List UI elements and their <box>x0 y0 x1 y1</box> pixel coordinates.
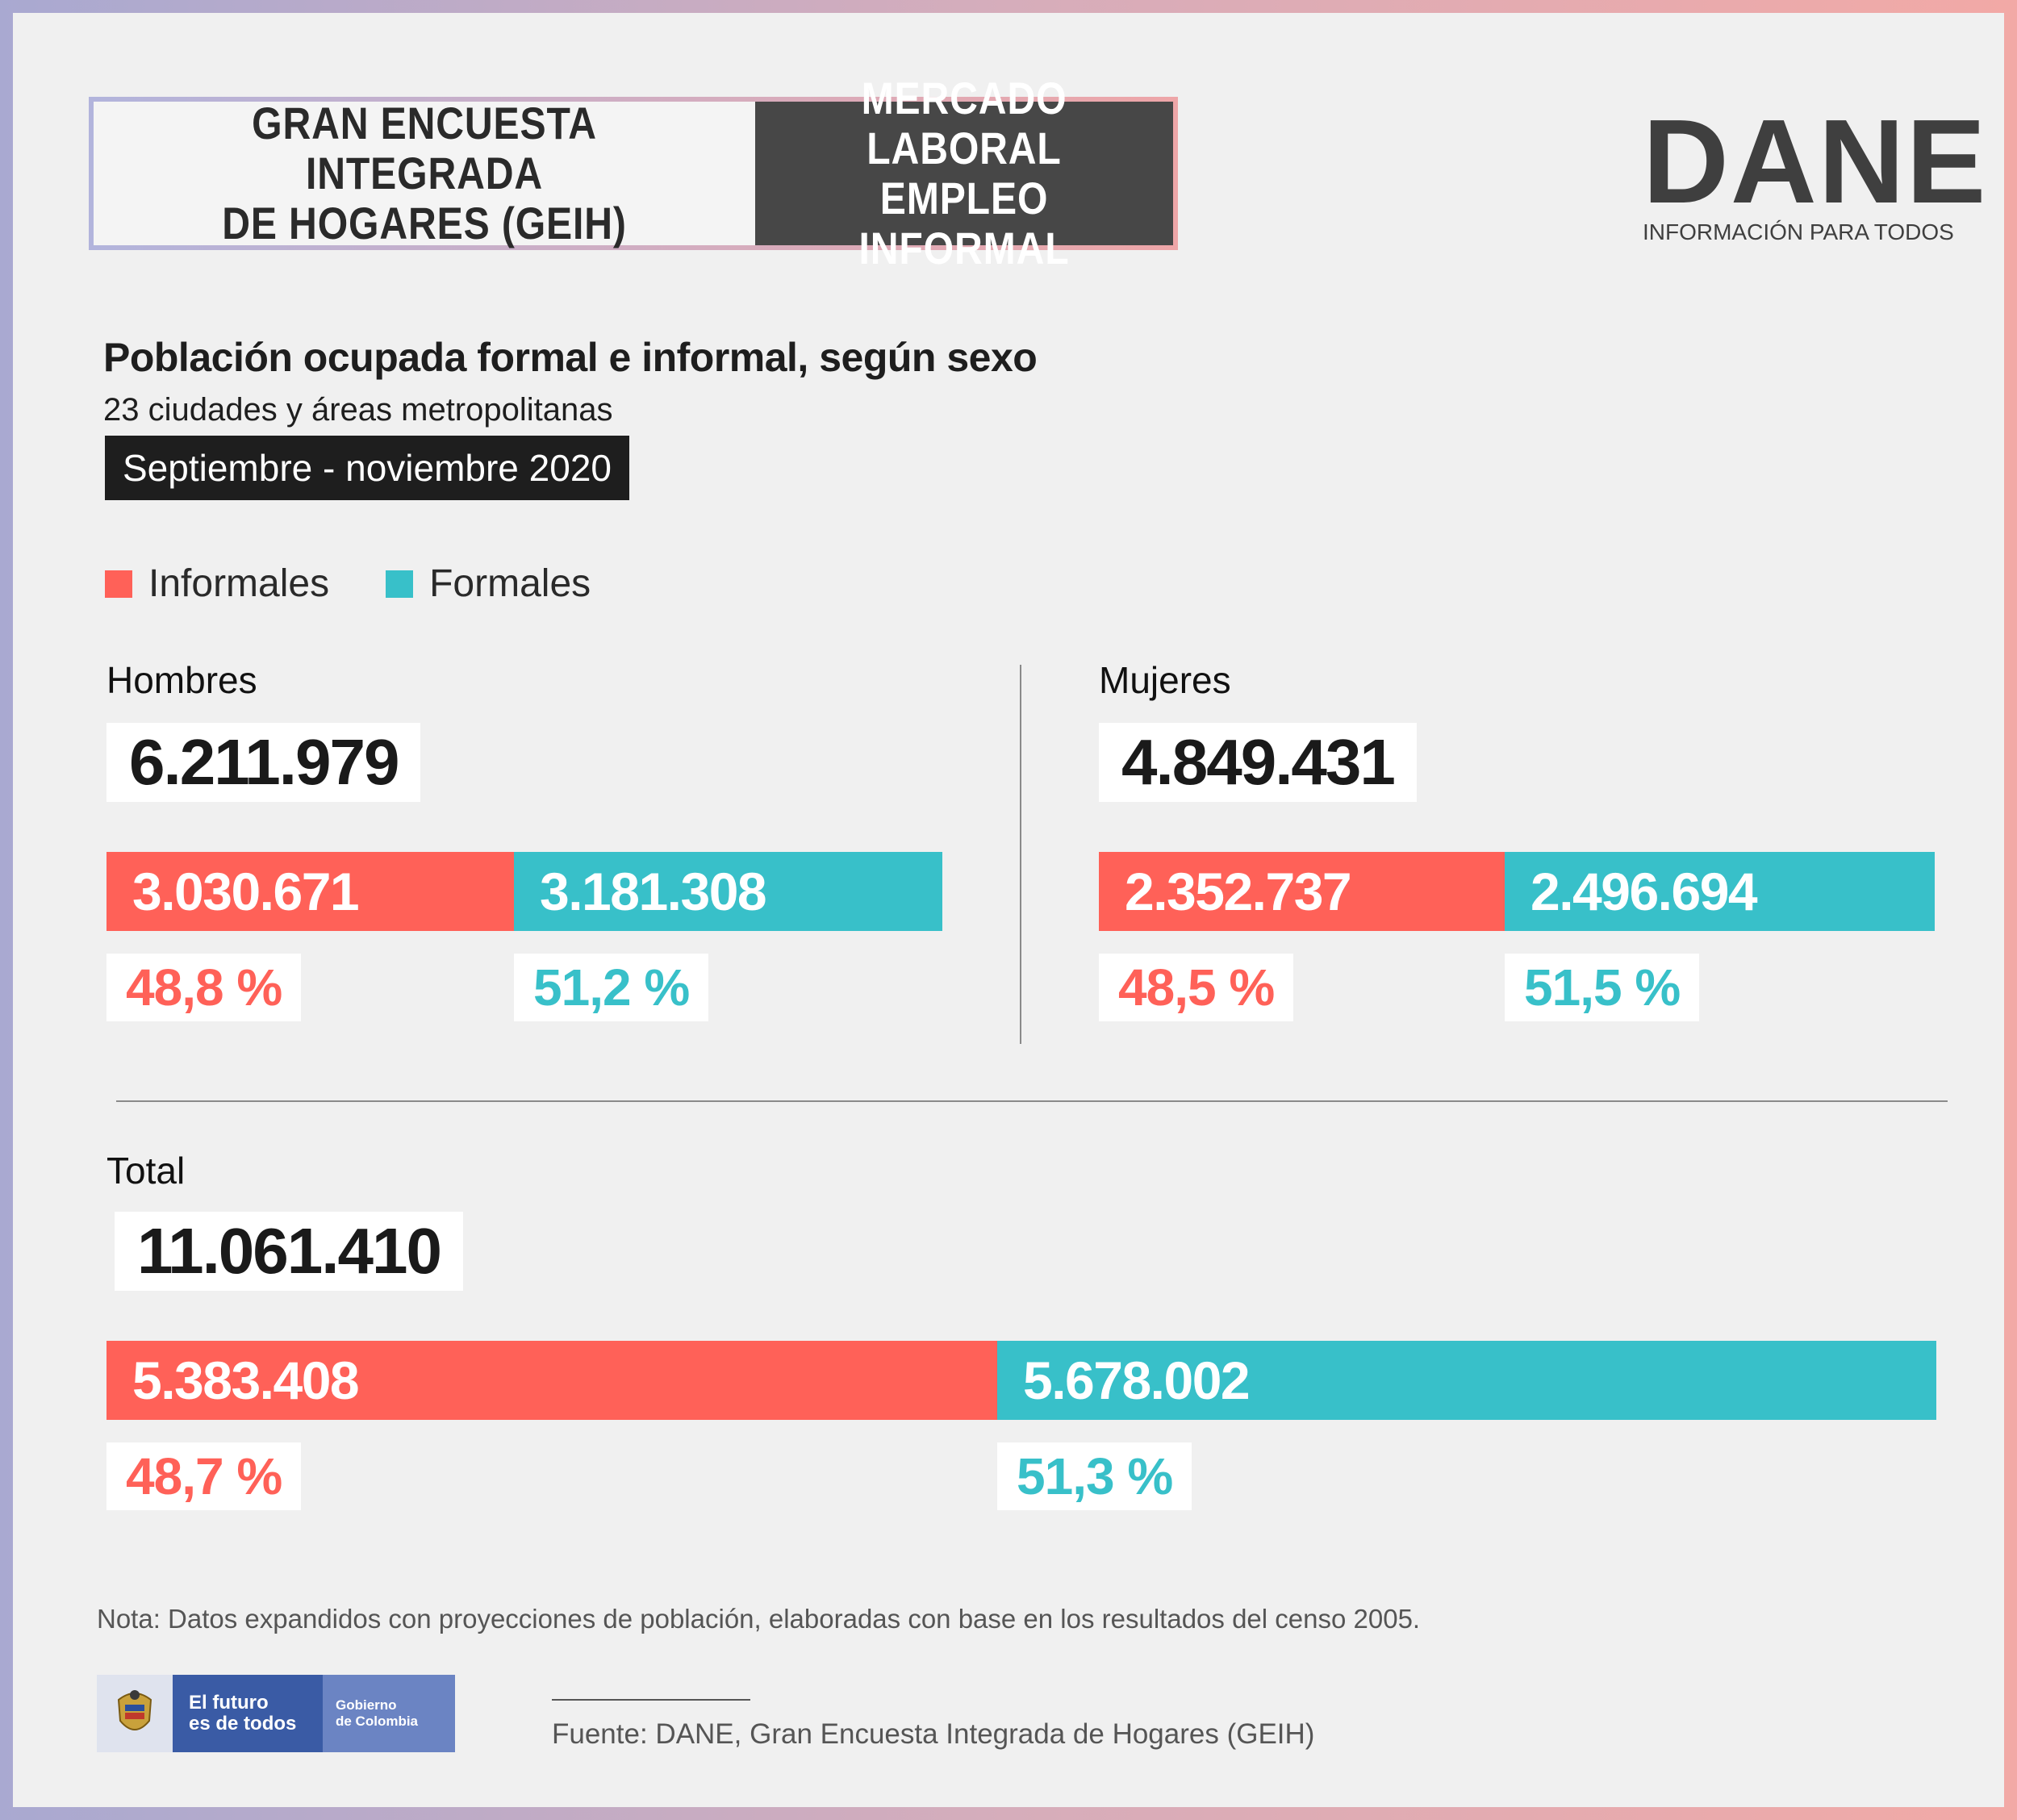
legend-label-informales: Informales <box>148 562 330 605</box>
chart-subtitle: 23 ciudades y áreas metropolitanas <box>103 392 613 428</box>
survey-title: GRAN ENCUESTA INTEGRADA DE HOGARES (GEIH… <box>222 98 627 248</box>
group-label-total: Total <box>106 1150 186 1192</box>
topic-title-box: MERCADO LABORAL EMPLEO INFORMAL <box>755 73 1173 273</box>
header-banner: GRAN ENCUESTA INTEGRADA DE HOGARES (GEIH… <box>89 73 1178 273</box>
pct-formales-total: 51,3 % <box>997 1442 1192 1510</box>
bar-informales-hombres: 3.030.671 <box>106 852 514 931</box>
infographic-canvas: GRAN ENCUESTA INTEGRADA DE HOGARES (GEIH… <box>13 13 2004 1807</box>
group-total-hombres: 6.211.979 <box>106 723 421 802</box>
bar-informales-total: 5.383.408 <box>106 1341 997 1420</box>
brand-name: DANE <box>1643 95 1988 228</box>
legend: Informales Formales <box>105 561 647 606</box>
source-rule <box>552 1699 750 1701</box>
horizontal-divider <box>116 1100 1948 1102</box>
group-total-total: 11.061.410 <box>115 1212 463 1291</box>
pct-informales-mujeres: 48,5 % <box>1099 954 1294 1021</box>
bar-formales-hombres: 3.181.308 <box>514 852 942 931</box>
vertical-divider <box>1020 665 1021 1044</box>
group-label-mujeres: Mujeres <box>1099 659 1231 701</box>
bar-formales-total: 5.678.002 <box>997 1341 1936 1420</box>
bar-formales-mujeres: 2.496.694 <box>1505 852 1935 931</box>
pct-informales-total: 48,7 % <box>106 1442 302 1510</box>
source-text: Fuente: DANE, Gran Encuesta Integrada de… <box>552 1718 1315 1750</box>
gov-name: Gobierno de Colombia <box>323 1675 455 1752</box>
gov-slogan: El futuro es de todos <box>173 1675 323 1752</box>
group-total-mujeres: 4.849.431 <box>1099 723 1417 802</box>
chart-title: Población ocupada formal e informal, seg… <box>103 335 1038 380</box>
survey-title-box: GRAN ENCUESTA INTEGRADA DE HOGARES (GEIH… <box>94 98 755 248</box>
legend-swatch-formales <box>386 570 414 598</box>
brand-tagline: INFORMACIÓN PARA TODOS <box>1643 219 1954 244</box>
coat-of-arms-icon <box>97 1675 173 1752</box>
topic-title: MERCADO LABORAL EMPLEO INFORMAL <box>858 73 1070 273</box>
dane-logo: DANE INFORMACIÓN PARA TODOS <box>1643 95 1988 245</box>
group-label-hombres: Hombres <box>106 659 257 701</box>
legend-swatch-informales <box>105 570 132 598</box>
pct-formales-hombres: 51,2 % <box>514 954 709 1021</box>
pct-formales-mujeres: 51,5 % <box>1505 954 1700 1021</box>
footnote: Nota: Datos expandidos con proyecciones … <box>97 1604 1421 1634</box>
pct-informales-hombres: 48,8 % <box>106 954 302 1021</box>
period-badge: Septiembre - noviembre 2020 <box>105 436 629 500</box>
legend-label-formales: Formales <box>429 562 591 605</box>
bar-informales-mujeres: 2.352.737 <box>1099 852 1505 931</box>
government-logo: El futuro es de todos Gobierno de Colomb… <box>97 1675 455 1752</box>
